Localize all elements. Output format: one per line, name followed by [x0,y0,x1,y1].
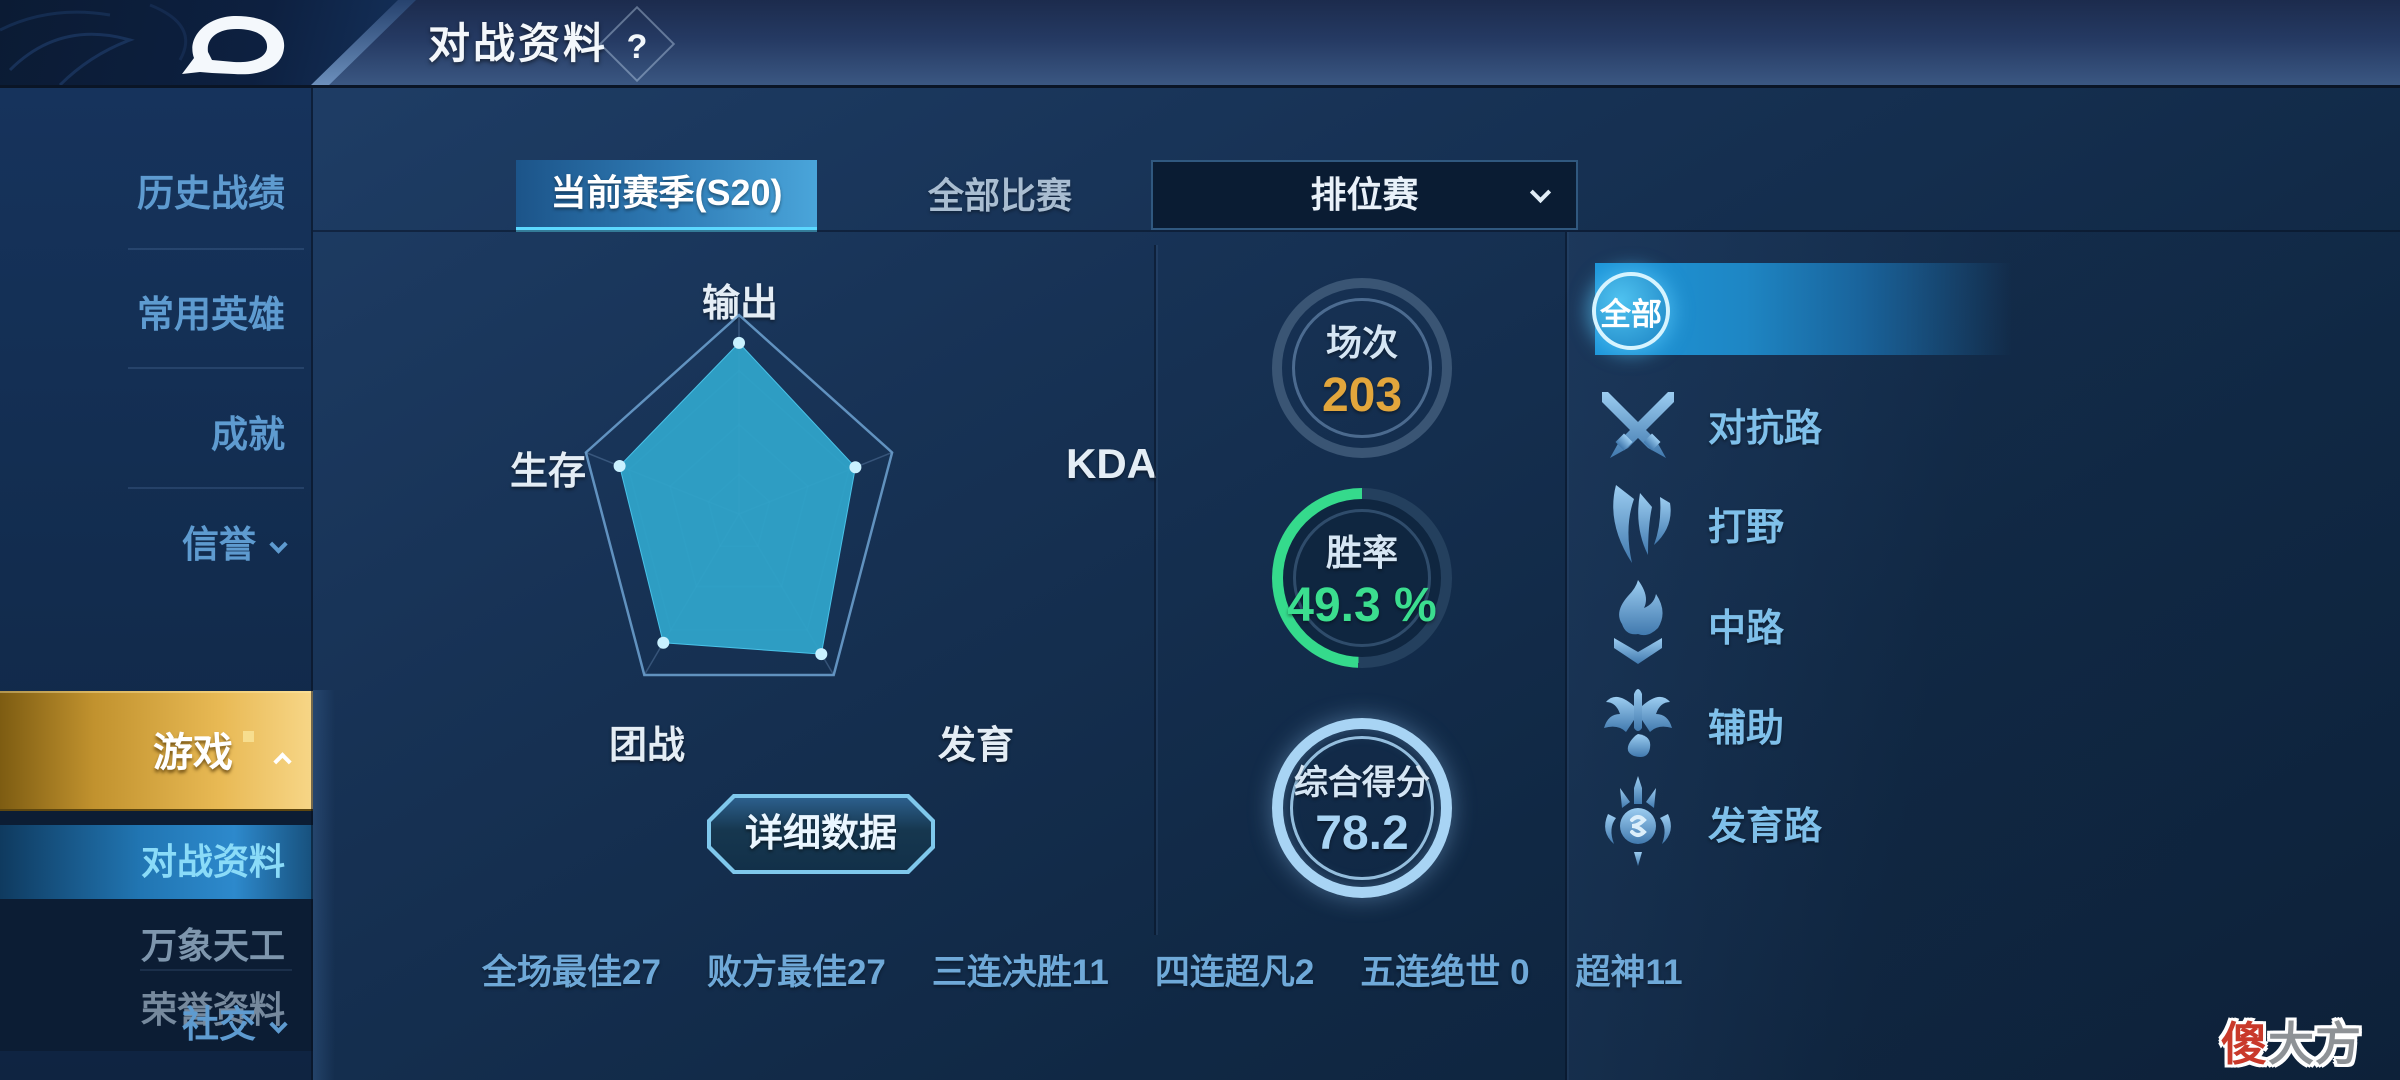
lane-filter-label: 对抗路 [1708,407,1823,450]
chevron-down-icon [269,1015,288,1034]
overall-score-ring: 综合得分 78.2 [1272,718,1452,898]
lane-filter-label: 中路 [1708,607,1785,650]
sidebar-item-social[interactable]: 社交 [0,975,313,1075]
flame-icon [1614,580,1663,664]
sidebar-item-label: 历史战绩 [137,173,285,214]
games-count-ring: 场次 203 [1272,278,1452,458]
bottom-stats-row: 全场最佳27 败方最佳27 三连决胜11 四连超凡2 五连绝世 0 超神11 [482,944,1683,995]
overall-score-value: 78.2 [1315,807,1409,860]
sidebar-item-label: 游戏 [153,731,233,775]
radar-axis-label-output: 输出 [701,283,778,325]
submenu-item-label: 万象天工 [140,925,285,966]
sidebar-item-label: 成就 [211,414,285,455]
divider [128,367,304,369]
sidebar-item-history[interactable]: 历史战绩 [0,144,313,244]
phoenix-icon [1604,689,1672,757]
detail-data-button[interactable]: 详细数据 [707,794,935,874]
lane-filter-mid-lane[interactable]: 中路 [1598,576,1784,672]
help-icon: ? [626,27,648,66]
watermark-first-char: 傻 [2221,1018,2268,1070]
chevron-down-icon [1529,181,1552,204]
win-rate-ring: 胜率 49.3 % [1272,488,1452,668]
game-submenu: 对战资料 万象天工 荣誉资料 [0,811,313,1051]
radar-axis-label-growth: 发育 [937,725,1014,767]
submenu-item-honor[interactable]: 荣誉资料 [0,973,313,1047]
radar-data-polygon [619,342,856,655]
page-title: 对战资料 [428,20,609,67]
divider [128,248,304,250]
win-rate-label: 胜率 [1325,531,1398,573]
chevron-up-icon [273,752,292,771]
lane-filter-clash-lane[interactable]: 对抗路 [1598,376,1822,472]
radar-axis-label-survival: 生存 [509,451,586,493]
games-count-label: 场次 [1325,321,1398,363]
radar-axis-label-teamfight: 团战 [608,725,685,767]
lane-filter-label: 辅助 [1708,707,1785,750]
ornament-swirls-icon [0,3,188,87]
submenu-item-wanxiang[interactable]: 万象天工 [0,909,313,983]
topbar-divider [0,85,2400,88]
games-count-value: 203 [1321,368,1403,422]
radar-chart [584,313,894,677]
stat-triple-win: 三连决胜11 [931,953,1109,992]
divider [140,969,292,971]
mode-dropdown-value: 排位赛 [1310,174,1419,215]
header-wedge [0,0,398,88]
stat-mvp: 全场最佳27 [482,953,661,992]
lane-filter-all[interactable]: 全部 [1592,272,1670,350]
sidebar-item-game-active[interactable]: 游戏 [0,691,313,811]
lane-filter-farm-lane[interactable]: 发育路 [1598,774,1822,870]
sidebar: 历史战绩 常用英雄 成就 信誉 游戏 对战资料 万象天工 荣誉资料 [0,88,313,1080]
lane-filter-label: 发育路 [1708,805,1823,848]
help-button[interactable]: ? [598,5,676,83]
stat-losing-mvp: 败方最佳27 [706,953,886,992]
crossed-swords-icon [1602,392,1674,458]
tabs-divider [313,230,2400,232]
trident-icon [1605,776,1671,866]
sidebar-item-label: 社交 [182,1004,256,1045]
detail-data-button-label: 详细数据 [711,798,931,870]
radar-axis-label-kda: KDA [1066,440,1157,487]
lane-filter-support[interactable]: 辅助 [1598,676,1784,772]
gold-dot-icon [243,731,254,742]
divider [128,487,304,489]
top-bar: 对战资料 ? [0,0,2400,88]
lane-filter-label: 打野 [1708,506,1785,549]
tab-all-matches[interactable]: 全部比赛 [927,175,1072,216]
sidebar-item-label: 常用英雄 [137,294,285,335]
stat-quad-win: 四连超凡2 [1154,953,1315,992]
radar-data-dots [613,336,862,661]
sidebar-edge-glow [313,690,335,1080]
submenu-item-battle-record-selected[interactable]: 对战资料 [0,825,313,899]
submenu-item-label: 对战资料 [140,841,285,882]
radar-outer-pentagon [584,313,894,677]
sidebar-item-label: 信誉 [182,524,256,565]
section-divider [1154,245,1156,935]
sidebar-item-credit[interactable]: 信誉 [0,495,313,595]
sidebar-item-achievements[interactable]: 成就 [0,385,313,485]
lane-filter-panel [1567,232,2400,1080]
lane-filter-all-label: 全部 [1600,296,1662,332]
mode-dropdown[interactable]: 排位赛 [1151,160,1578,230]
watermark: 傻大方 [2221,1008,2362,1074]
chevron-down-icon [269,535,288,554]
sidebar-item-heroes[interactable]: 常用英雄 [0,265,313,365]
tab-current-season[interactable]: 当前赛季(S20) [516,160,817,232]
overall-score-label: 综合得分 [1294,764,1430,802]
submenu-item-label: 荣誉资料 [140,989,285,1030]
win-rate-value: 49.3 % [1287,578,1437,632]
lane-filter-jungle[interactable]: 打野 [1598,475,1784,571]
watermark-rest: 大方 [2268,1018,2362,1070]
claw-icon [1613,485,1671,563]
stat-legendary: 超神11 [1575,953,1683,992]
section-divider [1565,232,1567,1080]
stat-penta-win: 五连绝世 0 [1360,953,1530,992]
back-logo-icon[interactable] [178,12,294,76]
